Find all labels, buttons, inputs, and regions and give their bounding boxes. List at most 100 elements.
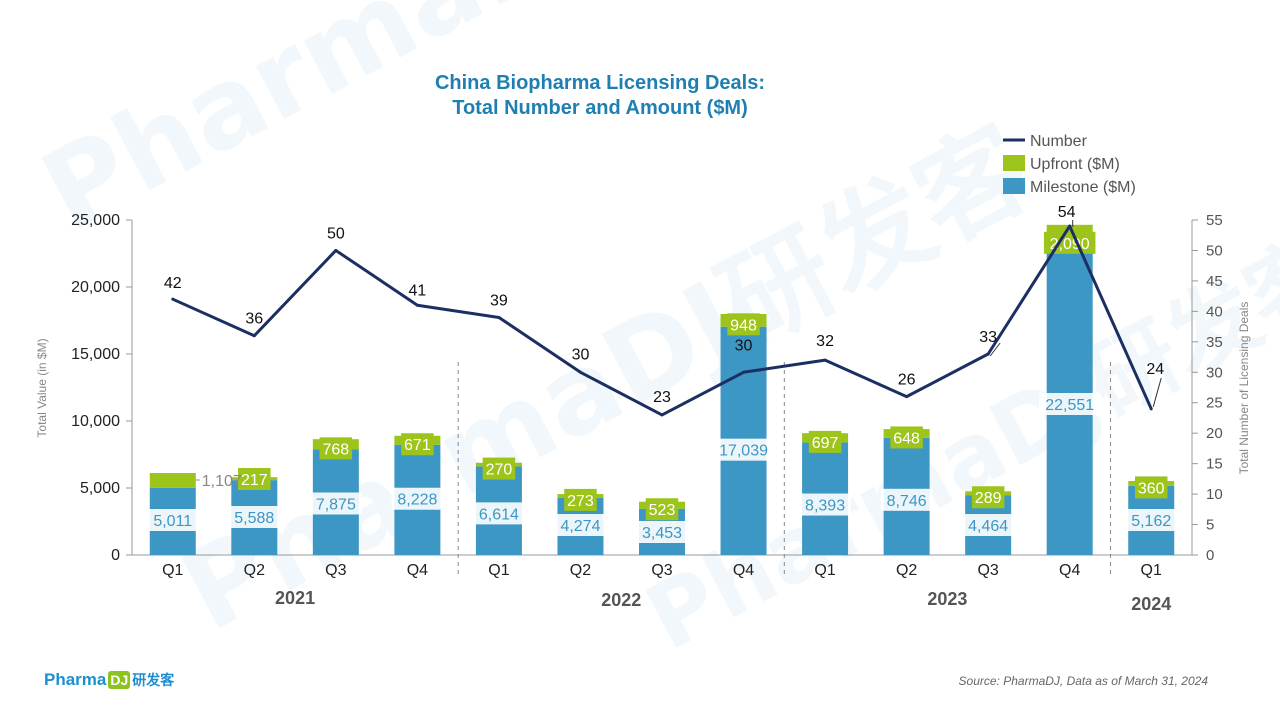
y2-tick-label: 50 — [1206, 242, 1223, 259]
x-tick-label: Q3 — [325, 562, 346, 579]
upfront-value-label: 217 — [241, 472, 268, 489]
number-point — [1149, 407, 1153, 411]
number-value-label: 36 — [245, 311, 263, 328]
upfront-label-bg — [645, 498, 679, 521]
milestone-value-label: 22,551 — [1045, 397, 1094, 414]
milestone-label-bg — [554, 514, 607, 536]
upfront-label-bg — [727, 313, 760, 336]
milestone-value-label: 17,039 — [719, 443, 768, 460]
y2-tick-label: 0 — [1206, 547, 1214, 564]
upfront-label-bg — [890, 426, 923, 449]
x-tick-label: Q4 — [733, 562, 754, 579]
number-point — [497, 315, 501, 319]
milestone-label-bg — [391, 487, 444, 510]
y2-tick-label: 20 — [1206, 425, 1223, 442]
milestone-label-bg — [310, 492, 362, 515]
legend-swatch-box — [1003, 155, 1025, 171]
chart-svg: 0 5,000 10,000 15,000 20,000 25,000 0 5 10 15 20 25… — [35, 133, 1251, 614]
number-point — [660, 413, 664, 417]
legend-label: Upfront ($M) — [1030, 156, 1120, 173]
y-axis-title: Total Value (in $M) — [35, 338, 49, 437]
milestone-label-bg — [636, 521, 688, 543]
number-value-label: 32 — [816, 333, 834, 350]
number-value-label: 26 — [898, 372, 916, 389]
upfront-value-label: 523 — [649, 502, 676, 519]
y2-tick-label: 10 — [1206, 486, 1223, 503]
milestone-label-bg — [713, 438, 775, 461]
number-point — [578, 370, 582, 374]
year-label: 2022 — [601, 590, 641, 610]
pharmadj-logo: Pharma DJ 研发客 — [44, 670, 174, 690]
milestone-value-label: 5,011 — [153, 513, 192, 530]
upfront-label-bg — [238, 468, 271, 490]
number-point — [334, 248, 338, 252]
milestone-value-label: 5,588 — [234, 510, 274, 527]
upfront-label-bg — [971, 486, 1005, 509]
upfront-value-label: 671 — [404, 437, 431, 454]
number-value-label: 23 — [653, 389, 671, 406]
source-note: Source: PharmaDJ, Data as of March 31, 2… — [958, 674, 1208, 688]
milestone-value-label: 8,746 — [887, 493, 927, 510]
milestone-value-label: 8,393 — [805, 498, 845, 515]
milestone-label-bg — [962, 514, 1014, 536]
number-point — [252, 334, 256, 338]
number-point — [986, 352, 990, 356]
milestone-value-label: 3,453 — [642, 525, 682, 542]
number-value-label: 54 — [1058, 204, 1076, 221]
x-tick-label: Q1 — [1141, 562, 1162, 579]
number-value-label: 39 — [490, 292, 508, 309]
milestone-label-bg — [228, 506, 281, 528]
x-tick-label: Q2 — [570, 562, 591, 579]
milestone-label-bg — [880, 488, 933, 511]
logo-cn-text: 研发客 — [132, 673, 175, 689]
number-point — [415, 303, 419, 307]
y2-tick-label: 25 — [1206, 395, 1223, 412]
upfront-label-bg — [808, 430, 842, 453]
upfront-value-label: 270 — [486, 462, 513, 479]
chart-title-line-1: China Biopharma Licensing Deals: — [434, 72, 766, 94]
year-label: 2021 — [275, 588, 315, 608]
upfront-label-bg — [564, 488, 597, 511]
milestone-label-bg — [473, 502, 525, 525]
upfront-value-label: 697 — [812, 435, 839, 452]
y2-tick-label: 30 — [1206, 364, 1223, 381]
y-tick-label: 15,000 — [71, 346, 120, 363]
milestone-value-label: 5,162 — [1131, 513, 1171, 530]
upfront-value-label: 768 — [322, 441, 349, 458]
number-value-label: 30 — [735, 337, 753, 354]
milestone-label-bg — [147, 509, 199, 531]
milestone-label-bg — [1125, 509, 1177, 531]
upfront-bar — [149, 473, 196, 488]
x-tick-label: Q2 — [244, 562, 265, 579]
milestone-value-label: 4,274 — [560, 518, 600, 535]
legend-label: Milestone ($M) — [1030, 179, 1136, 196]
chart-title-line-2: Total Number and Amount ($M) — [452, 97, 748, 119]
number-point — [823, 358, 827, 362]
legend-swatch-box — [1003, 178, 1025, 194]
milestone-value-label: 4,464 — [968, 518, 1008, 535]
x-tick-label: Q2 — [896, 562, 917, 579]
number-value-label: 30 — [572, 346, 590, 363]
milestone-value-label: 8,228 — [397, 492, 437, 509]
number-point — [742, 370, 746, 374]
upfront-value-label: 360 — [1138, 480, 1165, 497]
x-tick-label: Q1 — [162, 562, 183, 579]
upfront-label-bg — [1134, 476, 1168, 499]
upfront-value-label: 1,107 — [202, 473, 242, 490]
number-point — [905, 395, 909, 399]
logo-box: DJ — [108, 671, 131, 689]
y2-tick-label: 35 — [1206, 334, 1223, 351]
milestone-value-label: 6,614 — [479, 506, 519, 523]
y2-tick-label: 15 — [1206, 456, 1223, 473]
number-leader-line — [1152, 377, 1162, 407]
upfront-value-label: 289 — [975, 490, 1002, 507]
y-tick-label: 25,000 — [71, 212, 120, 229]
milestone-label-bg — [799, 493, 851, 516]
x-tick-label: Q1 — [814, 562, 835, 579]
number-point — [171, 297, 175, 301]
y2-tick-label: 5 — [1206, 517, 1214, 534]
y-tick-label: 20,000 — [71, 279, 120, 296]
number-value-label: 42 — [164, 275, 182, 292]
upfront-value-label: 648 — [893, 430, 920, 447]
